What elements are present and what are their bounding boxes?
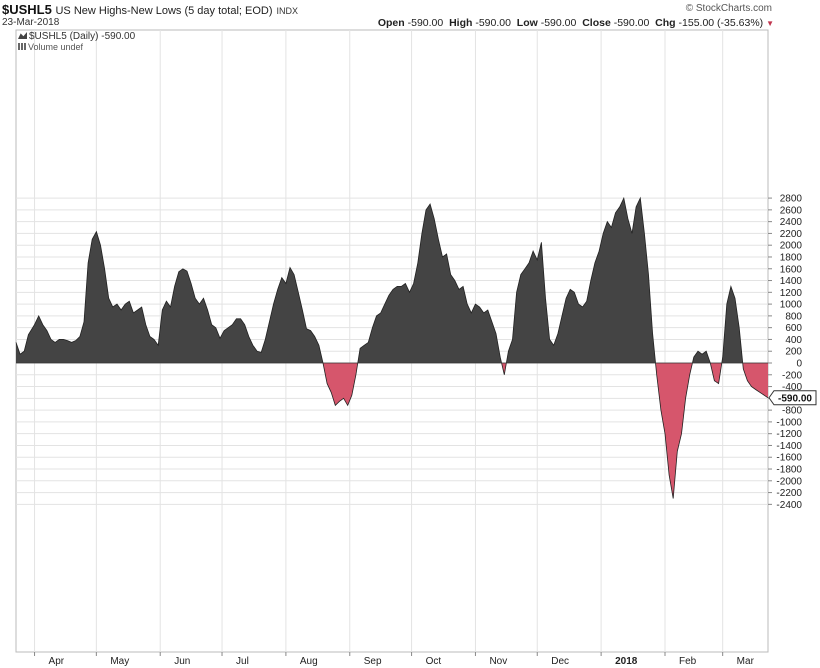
y-tick-label: 600 xyxy=(785,323,802,334)
y-tick-label: 800 xyxy=(785,311,802,322)
x-tick-label: Aug xyxy=(300,656,318,667)
legend-series-label: $USHL5 (Daily) -590.00 xyxy=(29,31,136,42)
volume-bars-icon xyxy=(18,43,26,50)
last-value-box xyxy=(768,390,817,406)
y-tick-label: 1800 xyxy=(780,252,803,263)
low-label: Low xyxy=(516,17,538,29)
legend-volume-label: Volume undef xyxy=(28,42,84,52)
x-tick-label: Oct xyxy=(426,656,442,667)
y-tick-label: 1200 xyxy=(780,288,803,299)
y-tick-label: 1600 xyxy=(780,264,803,275)
x-tick-label: May xyxy=(110,656,129,667)
x-tick-label: Jun xyxy=(174,656,190,667)
x-tick-label: Sep xyxy=(364,656,382,667)
x-tick-label: Dec xyxy=(551,656,569,667)
y-tick-label: -1600 xyxy=(776,453,802,464)
last-value-tag: -590.00 xyxy=(768,390,817,406)
y-tick-label: -200 xyxy=(782,370,802,381)
series-line xyxy=(15,196,769,499)
chg-label: Chg xyxy=(655,17,676,29)
open-value: -590.00 xyxy=(407,17,444,29)
close-label: Close xyxy=(582,17,611,29)
chart-title: $USHL5 US New Highs-New Lows (5 day tota… xyxy=(2,2,298,17)
chart-header: $USHL5 US New Highs-New Lows (5 day tota… xyxy=(0,0,820,30)
high-value: -590.00 xyxy=(475,17,511,29)
brand-label[interactable]: © StockCharts.com xyxy=(685,3,772,14)
y-tick-label: 2200 xyxy=(780,229,803,240)
close-value: -590.00 xyxy=(613,17,650,29)
area-series-icon xyxy=(18,32,27,39)
y-tick-label: -1200 xyxy=(776,429,802,440)
x-tick-label: Jul xyxy=(236,656,249,667)
x-tick-label: Apr xyxy=(49,656,65,667)
x-tick-label: 2018 xyxy=(615,656,638,667)
y-tick-label: 2800 xyxy=(780,194,803,205)
chart-date: 23-Mar-2018 xyxy=(2,17,60,28)
exchange-label: INDX xyxy=(276,6,299,16)
legend-series: $USHL5 (Daily) -590.00 xyxy=(18,31,135,42)
y-tick-label: 2400 xyxy=(780,217,803,228)
y-tick-label: 1000 xyxy=(780,300,803,311)
x-tick-label: Mar xyxy=(737,656,755,667)
down-arrow-icon: ▼ xyxy=(766,19,774,28)
y-tick-label: 400 xyxy=(785,335,802,346)
symbol: $USHL5 xyxy=(2,2,52,17)
y-tick-label: 0 xyxy=(796,359,802,370)
y-tick-label: -1400 xyxy=(776,441,802,452)
y-tick-label: -400 xyxy=(782,382,802,393)
y-tick-label: 2000 xyxy=(780,241,803,252)
y-tick-label: -1000 xyxy=(776,417,802,428)
positive-area xyxy=(16,198,768,363)
chg-value: -155.00 (-35.63%) xyxy=(678,17,764,29)
chart-legend: $USHL5 (Daily) -590.00 Volume undef xyxy=(18,31,135,52)
y-tick-label: -1800 xyxy=(776,465,802,476)
y-tick-label: -2200 xyxy=(776,488,802,499)
x-tick-label: Feb xyxy=(679,656,697,667)
symbol-description: US New Highs-New Lows (5 day total; EOD) xyxy=(55,5,273,17)
x-tick-label: Nov xyxy=(489,656,507,667)
y-tick-label: 1400 xyxy=(780,276,803,287)
open-label: Open xyxy=(377,17,405,29)
high-label: High xyxy=(449,17,473,29)
y-tick-label: -2000 xyxy=(776,476,802,487)
y-tick-label: -800 xyxy=(782,406,802,417)
y-tick-label: -2400 xyxy=(776,500,802,511)
low-value: -590.00 xyxy=(540,17,577,29)
y-tick-label: 200 xyxy=(785,347,802,358)
last-value-label: -590.00 xyxy=(778,393,812,404)
y-tick-label: 2600 xyxy=(780,205,803,216)
ohlc-readout: Open -590.00 High -590.00 Low -590.00 Cl… xyxy=(378,17,774,29)
legend-volume: Volume undef xyxy=(18,42,135,52)
